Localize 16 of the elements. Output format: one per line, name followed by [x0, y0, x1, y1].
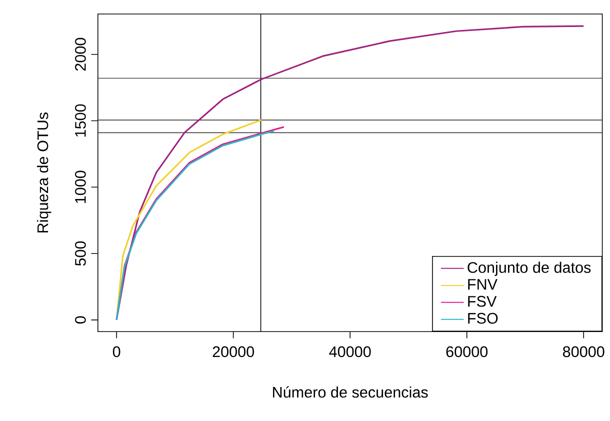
y-tick-label: 0: [75, 316, 86, 324]
y-axis-title: Riqueza de OTUs: [36, 112, 52, 233]
y-tick-label: 500: [75, 242, 86, 266]
y-tick-label: 1000: [75, 170, 86, 204]
legend-label: FSV: [468, 296, 497, 307]
legend-label: FNV: [468, 279, 498, 290]
legend-label: Conjunto de datos: [468, 262, 591, 276]
x-tick-label: 80000: [562, 346, 604, 358]
x-tick-label: 60000: [446, 346, 488, 358]
x-tick-label: 40000: [329, 346, 371, 358]
x-axis-title: Número de secuencias: [273, 386, 428, 398]
x-tick-label: 20000: [212, 346, 254, 358]
y-tick-label: 2000: [75, 38, 86, 71]
legend-label: FSO: [468, 313, 498, 324]
x-tick-label: 0: [112, 346, 120, 358]
y-tick-label: 1500: [75, 104, 86, 137]
